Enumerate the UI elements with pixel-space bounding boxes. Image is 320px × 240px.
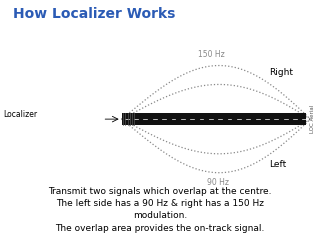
Text: Left: Left (269, 160, 286, 169)
Text: Right: Right (269, 68, 293, 77)
Text: LOC Aerial: LOC Aerial (309, 105, 315, 133)
Text: How Localizer Works: How Localizer Works (13, 7, 175, 21)
Text: 90 Hz: 90 Hz (207, 178, 228, 187)
Text: 150 Hz: 150 Hz (198, 50, 225, 59)
Bar (122, 113, 306, 125)
Text: Transmit two signals which overlap at the centre.
The left side has a 90 Hz & ri: Transmit two signals which overlap at th… (48, 187, 272, 233)
Text: Localizer: Localizer (3, 110, 37, 119)
